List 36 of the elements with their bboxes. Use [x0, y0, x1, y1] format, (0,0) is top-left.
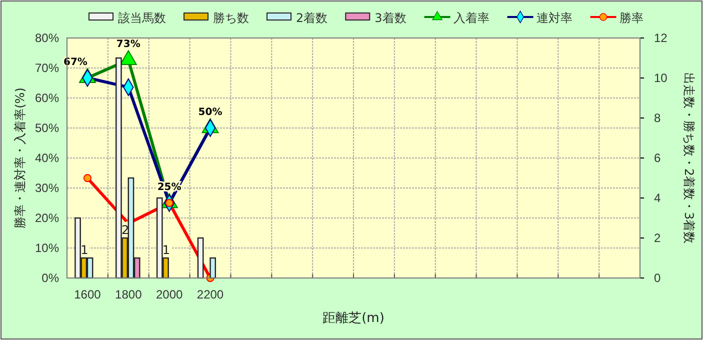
legend-label: 連対率 — [536, 11, 572, 25]
y2-tick-label: 2 — [654, 230, 661, 245]
y-tick-label: 40% — [34, 150, 60, 165]
data-label: 1 — [80, 243, 88, 257]
legend-label: 3着数 — [374, 11, 406, 25]
legend-label: 該当馬数 — [118, 11, 166, 25]
x-tick-label: 1800 — [115, 288, 142, 302]
y2-tick-label: 4 — [654, 190, 661, 205]
y-axis-title: 勝率・連対率・入着率(%) — [13, 88, 27, 228]
legend-label: 2着数 — [296, 11, 328, 25]
data-label: 73% — [116, 38, 140, 50]
y2-axis-title: 出走数・勝ち数・2着数・3着数 — [682, 72, 696, 244]
y2-tick-label: 8 — [654, 110, 661, 125]
y2-tick-label: 12 — [654, 30, 668, 45]
y-tick-label: 70% — [34, 60, 60, 75]
x-tick-label: 2200 — [196, 288, 224, 302]
y-tick-label: 30% — [34, 180, 60, 195]
legend-label: 勝ち数 — [213, 11, 249, 25]
data-label: 1 — [162, 243, 170, 257]
legend-label: 勝率 — [619, 11, 644, 25]
y2-tick-label: 6 — [654, 150, 661, 165]
y-tick-label: 0% — [42, 270, 60, 285]
x-tick-label: 2000 — [156, 288, 183, 302]
y2-tick-label: 0 — [654, 270, 661, 285]
y-tick-label: 20% — [34, 210, 60, 225]
y2-tick-label: 10 — [654, 70, 668, 85]
x-tick-label: 1600 — [74, 288, 102, 302]
y-tick-label: 80% — [34, 30, 60, 45]
x-axis-title: 距離芝(m) — [322, 311, 384, 326]
legend-label: 入着率 — [453, 11, 490, 25]
y-tick-label: 60% — [34, 90, 60, 105]
data-label: 2 — [122, 223, 130, 237]
y-tick-label: 10% — [34, 240, 60, 255]
data-label: 67% — [63, 56, 88, 68]
y-tick-label: 50% — [34, 120, 60, 135]
data-label: 50% — [198, 107, 222, 118]
